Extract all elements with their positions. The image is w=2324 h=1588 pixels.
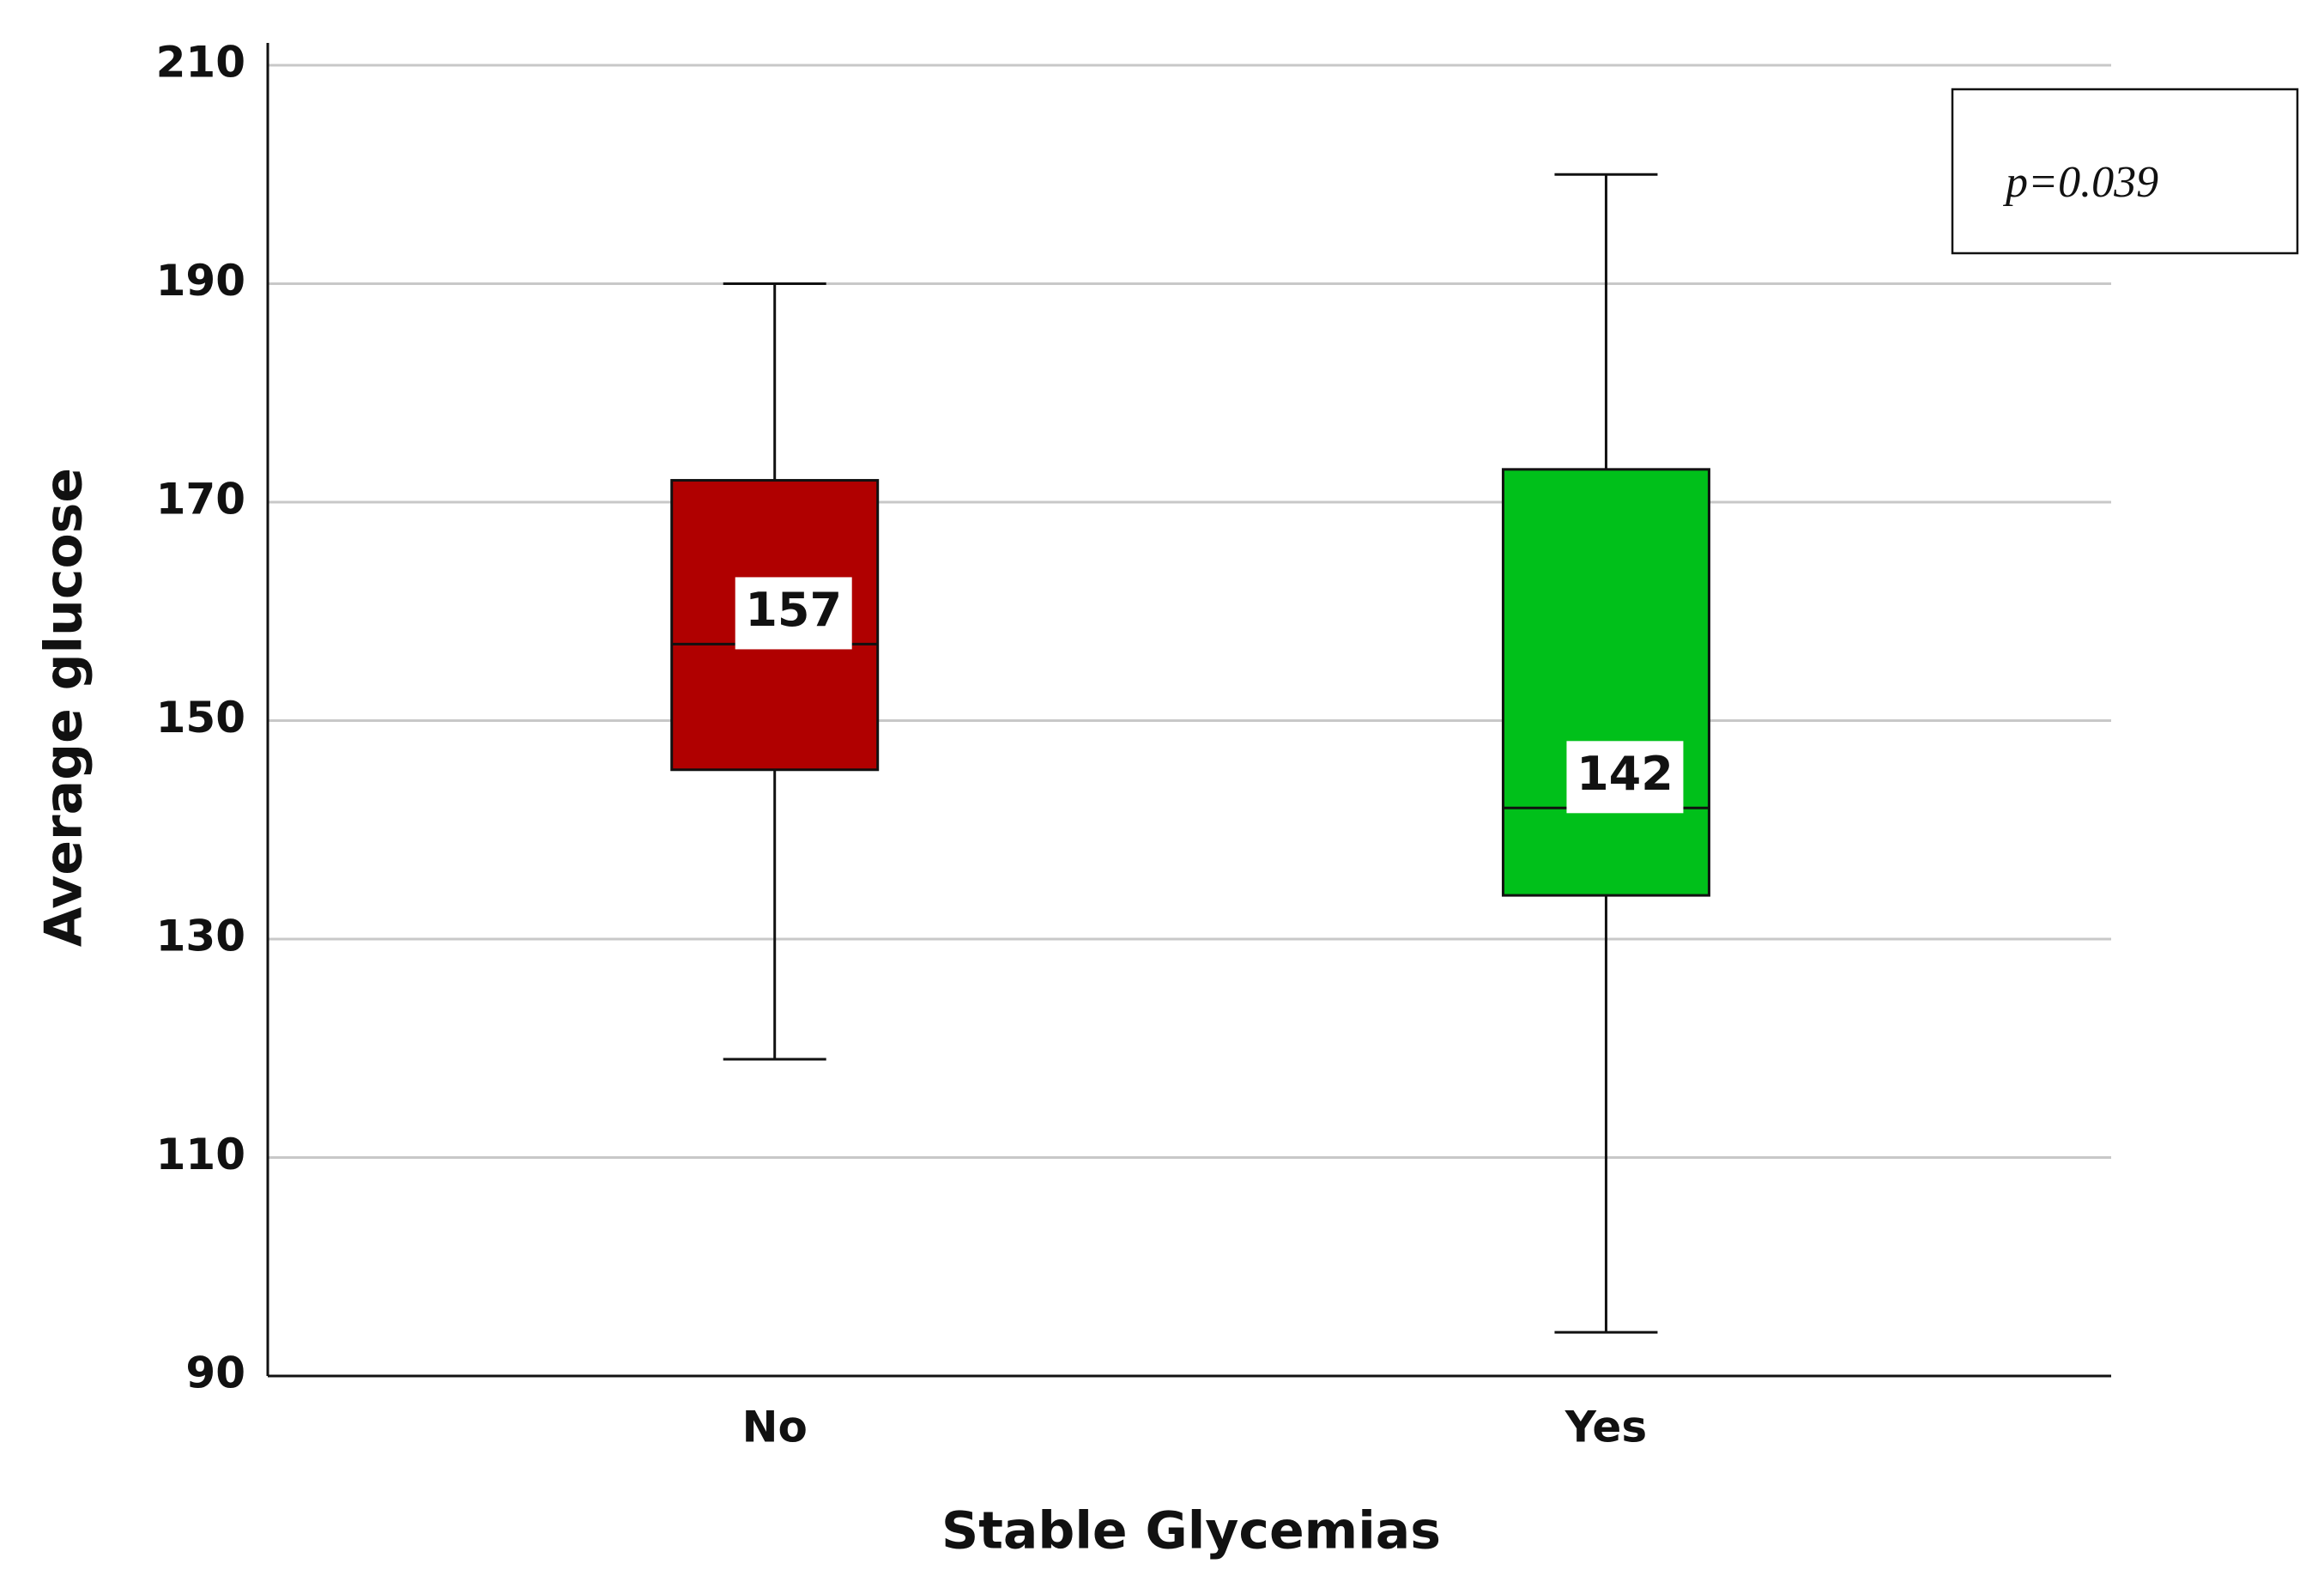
y-tick-label: 150 <box>156 693 245 742</box>
value-label: 157 <box>745 583 842 637</box>
annotation-box <box>1951 88 2299 255</box>
box <box>1501 468 1710 897</box>
value-label-bg <box>735 577 852 650</box>
y-tick-label: 130 <box>156 912 245 961</box>
x-tick-label: No <box>742 1403 808 1452</box>
y-tick-label: 90 <box>185 1349 245 1398</box>
y-tick-label: 190 <box>156 256 245 306</box>
y-tick-label: 110 <box>156 1130 245 1179</box>
value-label-bg <box>1566 741 1684 814</box>
value-label: 142 <box>1577 747 1673 801</box>
annotation: p=0.039 <box>2002 158 2158 207</box>
y-tick-label: 170 <box>156 475 245 524</box>
y-axis-title: Average glucose <box>34 468 94 947</box>
x-tick-label: Yes <box>1564 1403 1647 1452</box>
y-tick-label: 210 <box>156 38 245 88</box>
x-axis-title: Stable Glycemias <box>941 1501 1441 1561</box>
